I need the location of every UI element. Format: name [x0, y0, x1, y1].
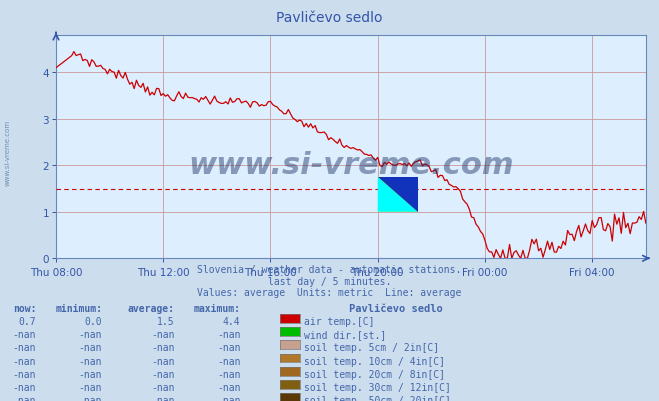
Text: -nan: -nan: [78, 356, 102, 366]
Text: 4.4: 4.4: [223, 316, 241, 326]
Text: wind dir.[st.]: wind dir.[st.]: [304, 329, 387, 339]
Text: -nan: -nan: [217, 395, 241, 401]
Text: -nan: -nan: [78, 395, 102, 401]
Text: soil temp. 30cm / 12in[C]: soil temp. 30cm / 12in[C]: [304, 382, 451, 392]
Text: Values: average  Units: metric  Line: average: Values: average Units: metric Line: aver…: [197, 287, 462, 297]
Text: -nan: -nan: [13, 395, 36, 401]
Text: -nan: -nan: [151, 395, 175, 401]
Text: -nan: -nan: [217, 382, 241, 392]
Text: -nan: -nan: [78, 382, 102, 392]
Text: www.si-vreme.com: www.si-vreme.com: [188, 151, 514, 180]
Text: -nan: -nan: [217, 329, 241, 339]
Text: soil temp. 10cm / 4in[C]: soil temp. 10cm / 4in[C]: [304, 356, 445, 366]
Text: -nan: -nan: [151, 329, 175, 339]
Text: www.si-vreme.com: www.si-vreme.com: [5, 119, 11, 185]
FancyBboxPatch shape: [378, 178, 418, 212]
Text: -nan: -nan: [13, 369, 36, 379]
Text: -nan: -nan: [151, 369, 175, 379]
Text: -nan: -nan: [151, 342, 175, 352]
Text: 0.7: 0.7: [18, 316, 36, 326]
Text: air temp.[C]: air temp.[C]: [304, 316, 375, 326]
Text: Pavličevo sedlo: Pavličevo sedlo: [276, 11, 383, 25]
Text: -nan: -nan: [13, 329, 36, 339]
Text: -nan: -nan: [151, 356, 175, 366]
Text: average:: average:: [128, 303, 175, 313]
Text: -nan: -nan: [217, 342, 241, 352]
Text: maximum:: maximum:: [194, 303, 241, 313]
Polygon shape: [378, 178, 418, 212]
Polygon shape: [378, 178, 418, 212]
Text: -nan: -nan: [78, 369, 102, 379]
Text: 0.0: 0.0: [84, 316, 102, 326]
Text: minimum:: minimum:: [55, 303, 102, 313]
Text: soil temp. 50cm / 20in[C]: soil temp. 50cm / 20in[C]: [304, 395, 451, 401]
Text: last day / 5 minutes.: last day / 5 minutes.: [268, 276, 391, 286]
Text: 1.5: 1.5: [157, 316, 175, 326]
Text: now:: now:: [13, 303, 36, 313]
Text: -nan: -nan: [217, 369, 241, 379]
Text: Pavličevo sedlo: Pavličevo sedlo: [349, 303, 442, 313]
Text: -nan: -nan: [217, 356, 241, 366]
Text: -nan: -nan: [13, 342, 36, 352]
Text: soil temp. 20cm / 8in[C]: soil temp. 20cm / 8in[C]: [304, 369, 445, 379]
Text: Slovenia / weather data - automatic stations.: Slovenia / weather data - automatic stat…: [197, 265, 462, 275]
Text: soil temp. 5cm / 2in[C]: soil temp. 5cm / 2in[C]: [304, 342, 440, 352]
Text: -nan: -nan: [78, 329, 102, 339]
Text: -nan: -nan: [13, 382, 36, 392]
Text: -nan: -nan: [151, 382, 175, 392]
Text: -nan: -nan: [13, 356, 36, 366]
Text: -nan: -nan: [78, 342, 102, 352]
